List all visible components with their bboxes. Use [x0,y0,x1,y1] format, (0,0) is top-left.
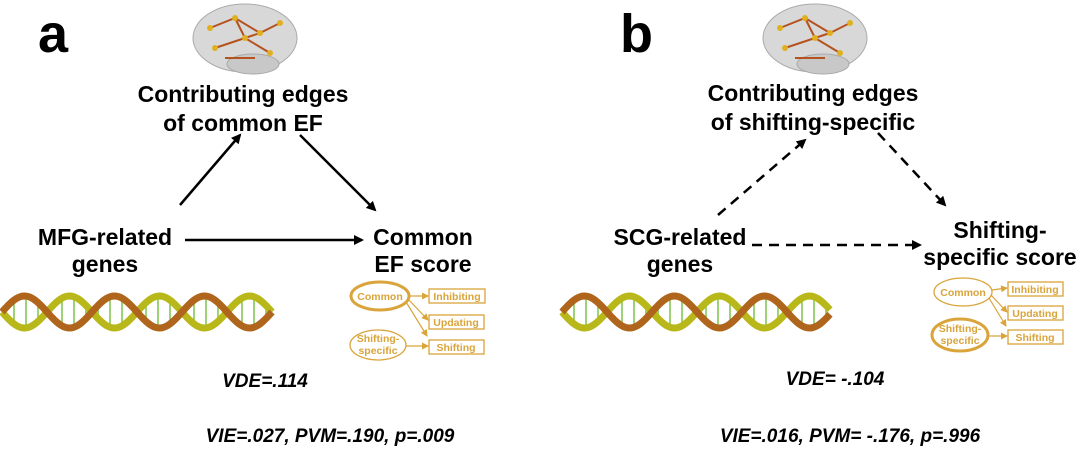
task-inhibiting: Inhibiting [433,291,480,303]
task-updating: Updating [433,317,479,329]
task-shifting: Shifting [436,342,475,354]
dna-helix-icon [559,292,833,332]
dna-helix-icon [0,292,275,332]
brain-icon [762,3,868,75]
right-node-label: Shifting-specific score [923,217,1076,270]
arrow-a-path [717,138,807,216]
vde-value: VDE= -.104 [786,369,885,390]
stats-line: VIE=.016, PVM= -.176, p=.996 [720,426,981,447]
task-inhibiting: Inhibiting [1011,284,1058,296]
brain-icon [192,3,298,75]
stats-line: VIE=.027, PVM=.190, p=.009 [206,426,455,447]
ef-legend: Common Shifting-specific Inhibiting Upda… [349,280,486,361]
panel-b: b Contributing edges of shifting-specific… [559,3,1077,447]
vde-value: VDE=.114 [222,371,308,392]
ef-legend: Common Shifting-specific Inhibiting Upda… [930,277,1064,353]
arrow-a-path [179,133,242,206]
arrow-b-path [299,134,377,212]
panel-a: a Contributing edges of common EF MFG-rel… [0,3,486,447]
panel-label: b [620,4,653,64]
panel-label: a [38,4,69,64]
left-node-label: SCG-related genes [614,224,747,277]
factor-shifting-specific: Shifting-specific [939,323,982,347]
task-updating: Updating [1012,308,1058,320]
arrow-b-path [877,132,947,207]
dna-strand [0,292,275,332]
task-shifting: Shifting [1015,332,1054,344]
factor-common: Common [940,287,986,299]
factor-shifting-specific: Shifting-specific [357,333,400,357]
dna-strand [559,292,833,332]
top-node-label: Contributing edges of common EF [138,81,349,136]
factor-common: Common [357,291,403,303]
top-node-label: Contributing edges of shifting-specific [708,80,919,135]
right-node-label: Common EF score [373,224,473,277]
left-node-label: MFG-related genes [38,224,172,277]
